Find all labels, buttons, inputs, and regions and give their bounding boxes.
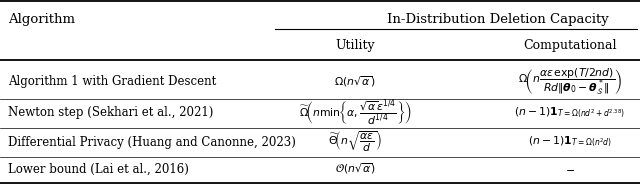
Text: $-$: $-$	[564, 164, 575, 174]
Text: $\Omega\!\left(n\dfrac{\alpha\varepsilon\,\exp(T/2nd)}{Rd\|\boldsymbol{\theta}_0: $\Omega\!\left(n\dfrac{\alpha\varepsilon…	[518, 67, 621, 97]
Text: Lower bound (Lai et al., 2016): Lower bound (Lai et al., 2016)	[8, 162, 189, 175]
Text: Algorithm 1 with Gradient Descent: Algorithm 1 with Gradient Descent	[8, 75, 216, 88]
Text: $(n-1)\mathbf{1}_{T=\Omega(nd^2+d^{2.38})}$: $(n-1)\mathbf{1}_{T=\Omega(nd^2+d^{2.38}…	[514, 105, 625, 120]
Text: Differential Privacy (Huang and Canonne, 2023): Differential Privacy (Huang and Canonne,…	[8, 136, 296, 148]
Text: Utility: Utility	[335, 39, 375, 52]
Text: $(n-1)\mathbf{1}_{T=\Omega(n^2d)}$: $(n-1)\mathbf{1}_{T=\Omega(n^2d)}$	[527, 135, 612, 149]
Text: $\Omega(n\sqrt{\alpha})$: $\Omega(n\sqrt{\alpha})$	[335, 75, 376, 89]
Text: Computational: Computational	[523, 39, 616, 52]
Text: Newton step (Sekhari et al., 2021): Newton step (Sekhari et al., 2021)	[8, 106, 213, 119]
Text: $\widetilde{\Theta}\!\left(n\sqrt{\dfrac{\alpha\varepsilon}{d}}\right)$: $\widetilde{\Theta}\!\left(n\sqrt{\dfrac…	[328, 130, 382, 154]
Text: In-Distribution Deletion Capacity: In-Distribution Deletion Capacity	[387, 13, 609, 26]
Text: $\mathcal{O}(n\sqrt{\alpha})$: $\mathcal{O}(n\sqrt{\alpha})$	[335, 162, 376, 176]
Text: Algorithm: Algorithm	[8, 13, 75, 26]
Text: $\widetilde{\Omega}\!\left(n\min\!\left\{\alpha,\dfrac{\sqrt{\alpha}\varepsilon^: $\widetilde{\Omega}\!\left(n\min\!\left\…	[299, 97, 412, 128]
